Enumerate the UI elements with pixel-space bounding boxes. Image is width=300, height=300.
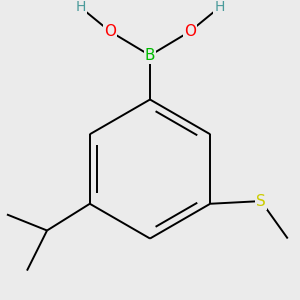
Text: O: O	[104, 24, 116, 39]
Text: H: H	[75, 0, 86, 14]
Text: B: B	[145, 48, 155, 63]
Text: H: H	[214, 0, 225, 14]
Text: S: S	[256, 194, 266, 208]
Text: O: O	[184, 24, 196, 39]
